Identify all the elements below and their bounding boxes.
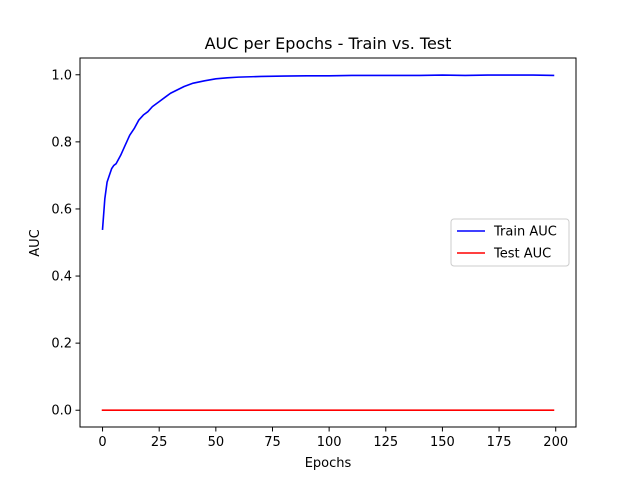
legend: Train AUC Test AUC	[450, 218, 570, 267]
y-tick-label: 0.4	[51, 270, 72, 285]
y-axis-label: AUC	[28, 229, 43, 257]
x-tick-label: 150	[430, 435, 455, 450]
chart-title: AUC per Epochs - Train vs. Test	[205, 34, 452, 53]
series-line-train-auc	[101, 74, 555, 230]
x-tick-label: 100	[317, 435, 342, 450]
y-tick-label: 0.6	[51, 202, 72, 217]
x-tick-label: 125	[373, 435, 398, 450]
y-tick-label: 1.0	[51, 68, 72, 83]
x-tick-label: 75	[264, 435, 281, 450]
x-tick-label: 25	[151, 435, 168, 450]
y-tick-label: 0.8	[51, 135, 72, 150]
x-tick-label: 0	[98, 435, 106, 450]
plot-frame	[79, 57, 577, 428]
y-tick-label: 0.2	[51, 337, 72, 352]
plot-area: 0 25 50 75 100 125 150 175 200 0.0 0.2 0.4 0.6 0.8 1.0…	[51, 57, 577, 450]
legend-label: Test AUC	[493, 247, 551, 262]
x-axis-label: Epochs	[305, 456, 352, 471]
legend-label: Train AUC	[493, 225, 557, 240]
x-tick-label: 200	[543, 435, 568, 450]
x-tick-label: 50	[208, 435, 225, 450]
x-tick-label: 175	[487, 435, 512, 450]
y-tick-label: 0.0	[51, 404, 72, 419]
